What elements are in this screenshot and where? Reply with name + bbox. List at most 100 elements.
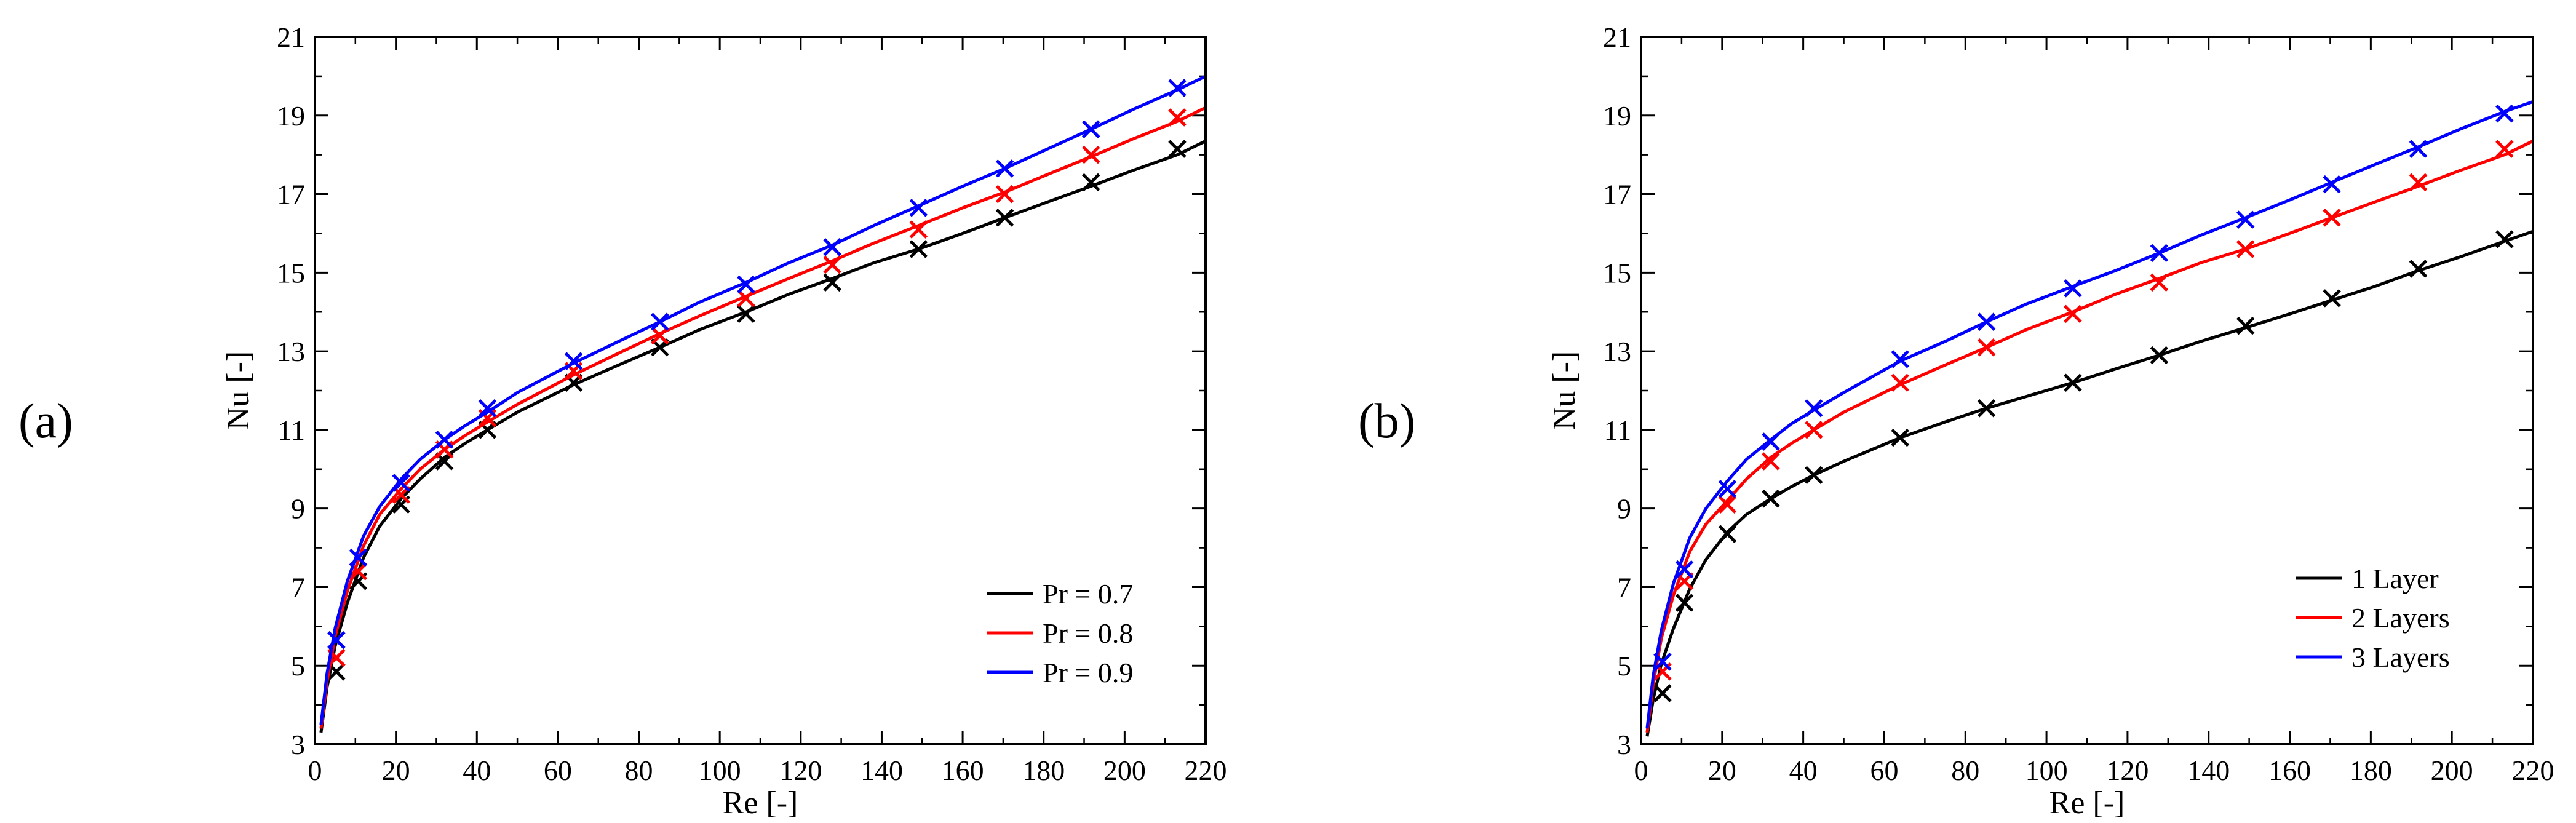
data-point-marker — [995, 185, 1014, 204]
legend-label: 2 Layers — [2351, 602, 2450, 634]
data-point-marker — [2495, 140, 2514, 158]
data-point-marker — [1805, 421, 1823, 439]
data-point-marker — [995, 209, 1014, 227]
x-tick-label: 40 — [463, 755, 491, 786]
x-tick-label: 220 — [2512, 755, 2554, 786]
x-tick-label: 100 — [699, 755, 741, 786]
data-point-marker — [2495, 104, 2514, 123]
data-point-marker — [1168, 108, 1187, 127]
series-line — [319, 106, 1206, 729]
x-tick-label: 140 — [2187, 755, 2230, 786]
y-tick-label: 13 — [277, 336, 305, 367]
y-tick-label: 9 — [1617, 493, 1631, 525]
plot-frame — [1640, 36, 2534, 745]
data-point-marker — [737, 289, 755, 308]
data-point-marker — [2409, 260, 2428, 278]
data-point-marker — [823, 255, 841, 274]
y-tick-label: 17 — [1603, 179, 1631, 210]
chart-panel-b: 0 20 40 60 80 100 120 140 160 180 200 220 3 5 7 9 11 13 15… — [1547, 22, 2554, 821]
series-line — [319, 74, 1206, 725]
y-tick-label: 11 — [1604, 415, 1631, 446]
legend-label: 3 Layers — [2351, 642, 2450, 673]
data-point-marker — [2150, 346, 2169, 365]
data-point-marker — [1762, 489, 1780, 508]
data-point-marker — [823, 273, 841, 292]
data-point-marker — [1653, 653, 1672, 671]
legend-label: Pr = 0.7 — [1043, 578, 1133, 610]
series-pr-0-8 — [319, 106, 1206, 729]
data-point-marker — [2409, 140, 2428, 158]
data-point-marker — [2236, 210, 2255, 229]
x-tick-label: 0 — [1634, 755, 1648, 786]
series-line — [1645, 140, 2533, 733]
data-point-marker — [2495, 230, 2514, 248]
data-point-marker — [2236, 240, 2255, 258]
x-tick-label: 20 — [382, 755, 410, 786]
data-point-marker — [2064, 279, 2082, 298]
data-point-marker — [1081, 145, 1100, 164]
data-point-marker — [2323, 209, 2341, 227]
legend-label: Pr = 0.9 — [1043, 657, 1133, 688]
y-tick-label: 3 — [1617, 729, 1631, 760]
x-tick-label: 120 — [2106, 755, 2149, 786]
data-point-marker — [1675, 560, 1694, 579]
x-tick-label: 200 — [2431, 755, 2473, 786]
y-axis-label: Nu [-] — [1547, 351, 1582, 431]
data-point-marker — [995, 159, 1014, 178]
y-tick-label: 7 — [1617, 571, 1631, 603]
plot-frame — [314, 36, 1207, 745]
y-ticks: 3 5 7 9 11 13 15 17 19 21 — [1603, 22, 2533, 760]
data-point-marker — [2150, 273, 2169, 292]
y-tick-label: 15 — [277, 257, 305, 288]
y-tick-label: 19 — [1603, 100, 1631, 132]
data-point-marker — [1891, 373, 1909, 392]
x-tick-label: 160 — [942, 755, 984, 786]
series-1-layer — [1645, 229, 2533, 737]
data-point-marker — [737, 304, 755, 324]
data-point-marker — [909, 240, 928, 258]
data-point-marker — [1718, 479, 1737, 498]
data-point-marker — [349, 548, 368, 567]
y-tick-label: 3 — [291, 729, 305, 760]
x-tick-label: 180 — [2350, 755, 2392, 786]
data-point-marker — [2064, 304, 2082, 324]
data-point-marker — [909, 199, 928, 217]
data-point-marker — [2323, 175, 2341, 194]
x-tick-label: 80 — [1951, 755, 1979, 786]
data-point-marker — [435, 431, 454, 449]
y-axis-label: Nu [-] — [221, 351, 256, 431]
x-tick-label: 40 — [1789, 755, 1818, 786]
x-axis-label: Re [-] — [723, 785, 798, 820]
series-line — [1645, 100, 2533, 729]
x-tick-label: 120 — [779, 755, 822, 786]
data-point-marker — [1977, 338, 1996, 357]
x-tick-label: 180 — [1022, 755, 1065, 786]
x-tick-label: 60 — [544, 755, 572, 786]
data-point-marker — [1805, 399, 1823, 418]
data-point-marker — [1718, 525, 1737, 543]
series-2-layers — [1645, 140, 2533, 733]
data-point-marker — [1168, 79, 1187, 97]
data-point-marker — [2323, 289, 2341, 308]
data-point-marker — [327, 630, 346, 650]
data-point-marker — [2064, 373, 2082, 392]
legend: Pr = 0.7 Pr = 0.8 Pr = 0.9 — [987, 578, 1133, 688]
data-point-marker — [1081, 120, 1100, 138]
series-pr-0-9 — [319, 74, 1206, 725]
data-point-marker — [2150, 244, 2169, 263]
data-point-marker — [1081, 173, 1100, 192]
y-tick-label: 9 — [291, 493, 305, 525]
x-tick-label: 80 — [625, 755, 653, 786]
legend-label: 1 Layer — [2351, 563, 2439, 594]
x-tick-label: 140 — [861, 755, 903, 786]
data-point-marker — [392, 474, 410, 492]
data-point-marker — [2409, 173, 2428, 192]
y-ticks: 3 5 7 9 11 13 15 17 19 21 — [277, 22, 1206, 760]
legend: 1 Layer 2 Layers 3 Layers — [2296, 563, 2450, 673]
data-point-marker — [2236, 316, 2255, 335]
data-point-marker — [1977, 312, 1996, 331]
y-tick-label: 5 — [291, 650, 305, 682]
data-point-marker — [1168, 140, 1187, 158]
